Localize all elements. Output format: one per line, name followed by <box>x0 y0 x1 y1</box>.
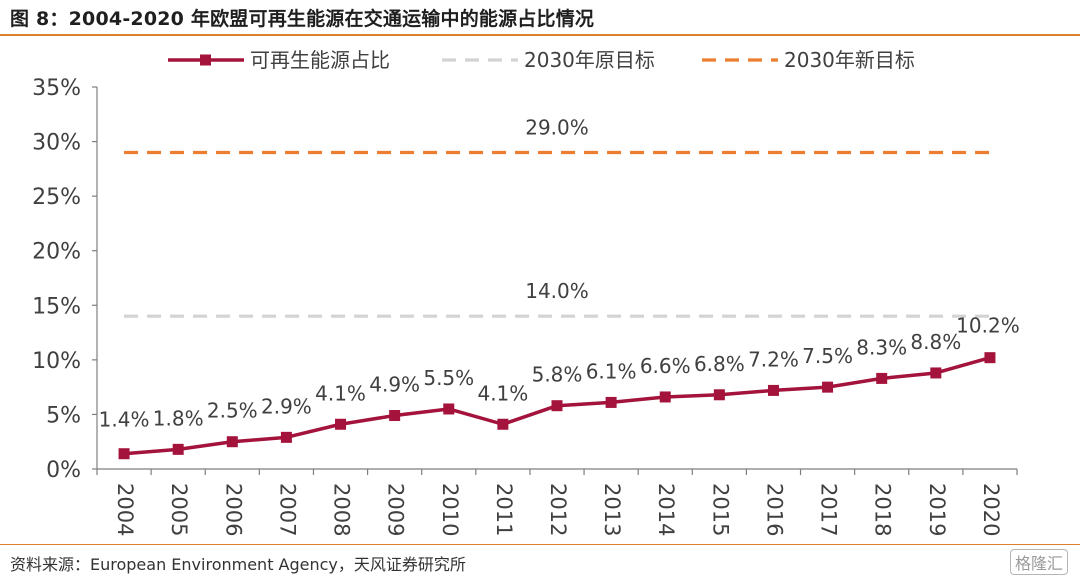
x-tick-label: 2006 <box>221 483 245 536</box>
data-label: 2.5% <box>207 399 258 423</box>
source-note: 资料来源：European Environment Agency，天风证券研究所 <box>10 555 466 574</box>
data-point <box>118 448 130 460</box>
y-axis: 0% 5% 10% 15% 20% 25% 30% 35% <box>32 76 98 483</box>
legend-item: 2030年原目标 <box>442 48 655 72</box>
data-point <box>172 443 184 455</box>
data-label: 4.1% <box>477 381 528 405</box>
data-point <box>713 389 725 401</box>
data-point <box>767 384 779 396</box>
x-tick-label: 2009 <box>384 483 408 536</box>
data-point <box>497 418 509 430</box>
data-point <box>226 436 238 448</box>
y-tick-label: 0% <box>46 458 81 483</box>
title-rule <box>0 34 1080 36</box>
watermark-logo: 格隆汇 <box>1009 549 1068 575</box>
x-tick-label: 2017 <box>817 483 841 536</box>
data-point <box>551 400 563 412</box>
data-label: 4.9% <box>369 373 420 397</box>
x-tick-label: 2015 <box>708 483 732 536</box>
data-label: 4.1% <box>315 381 366 405</box>
data-point <box>659 391 671 403</box>
data-point <box>389 410 401 422</box>
y-tick-label: 25% <box>32 185 81 210</box>
y-tick-label: 10% <box>32 349 81 374</box>
legend-label: 2030年新目标 <box>784 48 915 72</box>
data-point <box>876 372 888 384</box>
x-tick-label: 2008 <box>330 483 354 536</box>
legend: 可再生能源占比 2030年原目标 2030年新目标 <box>168 48 915 72</box>
data-label: 8.3% <box>856 335 907 359</box>
data-label: 7.5% <box>802 344 853 368</box>
target-lines: 14.0% 29.0% <box>124 115 990 318</box>
data-point <box>984 352 996 364</box>
legend-label: 2030年原目标 <box>524 48 655 72</box>
x-tick-label: 2014 <box>654 483 678 536</box>
x-tick-label: 2007 <box>275 483 299 536</box>
y-tick-label: 35% <box>32 76 81 101</box>
x-tick-label: 2020 <box>979 483 1003 536</box>
data-label: 5.8% <box>532 363 583 387</box>
data-point <box>822 381 834 393</box>
figure-title: 图 8：2004-2020 年欧盟可再生能源在交通运输中的能源占比情况 <box>10 8 595 30</box>
y-tick-label: 30% <box>32 131 81 156</box>
data-label: 10.2% <box>956 314 1020 338</box>
data-label: 6.1% <box>586 359 637 383</box>
data-point <box>930 367 942 379</box>
x-tick-label: 2016 <box>762 483 786 536</box>
data-label: 1.8% <box>153 406 204 430</box>
x-tick-label: 2011 <box>492 483 516 536</box>
x-tick-label: 2012 <box>546 483 570 536</box>
target-value-label: 14.0% <box>525 279 589 303</box>
x-tick-label: 2013 <box>600 483 624 536</box>
target-value-label: 29.0% <box>525 115 589 139</box>
source-rule <box>0 544 1080 545</box>
x-axis: 2004 2005 2006 2007 2008 2009 2010 2011 2012 2013… <box>96 468 1018 536</box>
data-label: 7.2% <box>748 347 799 371</box>
legend-marker <box>200 54 211 66</box>
y-tick-label: 5% <box>46 403 81 428</box>
y-tick-label: 15% <box>32 294 81 319</box>
data-label: 6.6% <box>640 354 691 378</box>
data-point <box>280 431 292 443</box>
data-label: 8.8% <box>910 330 961 354</box>
data-label: 2.9% <box>261 394 312 418</box>
x-tick-label: 2005 <box>167 483 191 536</box>
data-label: 6.8% <box>694 352 745 376</box>
x-tick-label: 2010 <box>438 483 462 536</box>
data-label: 1.4% <box>99 408 150 432</box>
data-point <box>443 403 455 415</box>
data-point <box>605 396 617 408</box>
series-share: 1.4% 1.8% 2.5% 2.9%4.1% 4.9% 5.5%4.1%5.8% 6.1%… <box>99 314 1020 460</box>
legend-label: 可再生能源占比 <box>250 48 390 72</box>
legend-item: 2030年新目标 <box>702 48 915 72</box>
y-tick-label: 20% <box>32 240 81 265</box>
legend-item: 可再生能源占比 <box>168 48 390 72</box>
x-tick-label: 2019 <box>925 483 949 536</box>
x-tick-label: 2018 <box>871 483 895 536</box>
x-tick-label: 2004 <box>113 483 137 536</box>
data-label: 5.5% <box>423 366 474 390</box>
data-point <box>335 418 347 430</box>
